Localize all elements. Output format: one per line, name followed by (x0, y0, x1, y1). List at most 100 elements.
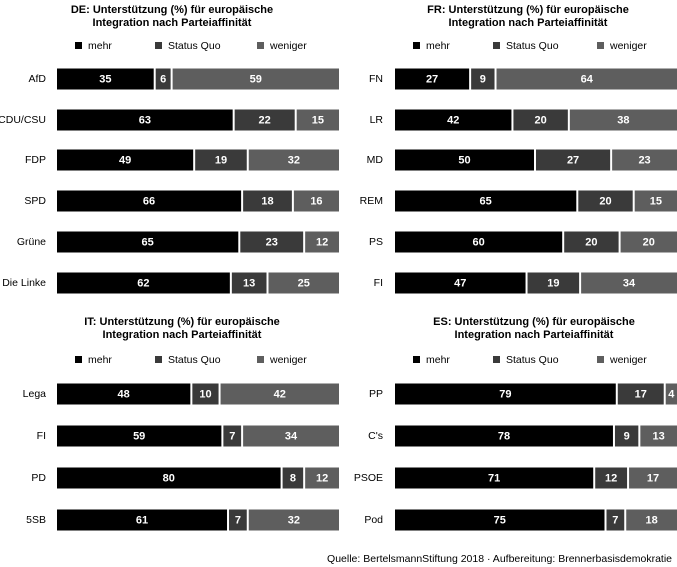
legend-swatch-mehr (75, 356, 82, 363)
bar-segment-mehr (395, 272, 526, 294)
category-label: PP (369, 388, 383, 400)
bar-segment-mehr (57, 109, 233, 131)
legend-label-mehr: mehr (426, 354, 450, 366)
legend-swatch-mehr (75, 42, 82, 49)
bar-segment-weniger (634, 190, 677, 212)
legend-swatch-status_quo (155, 42, 162, 49)
chart-title: ES: Unterstützung (%) für europäische (433, 316, 635, 328)
category-label: Grüne (17, 236, 46, 248)
data-label: 6 (160, 73, 166, 85)
legend-label-status_quo: Status Quo (168, 354, 221, 366)
bar-segment-status_quo (606, 509, 625, 531)
chart-title: Integration nach Parteiaffinität (449, 17, 608, 29)
bar-segment-weniger (640, 425, 677, 447)
bar-segment-status_quo (223, 425, 242, 447)
data-label: 42 (447, 114, 459, 126)
bar-segment-mehr (57, 272, 230, 294)
bar-segment-status_quo (282, 467, 304, 489)
chart-title: DE: Unterstützung (%) für europäische (71, 4, 273, 16)
bar-segment-weniger (629, 467, 677, 489)
data-label: 61 (136, 514, 148, 526)
data-label: 23 (266, 236, 278, 248)
bar-segment-mehr (395, 425, 613, 447)
data-label: 25 (298, 277, 310, 289)
category-label: FDP (25, 154, 46, 166)
category-label: Pod (364, 514, 383, 526)
bar-segment-status_quo (527, 272, 580, 294)
data-label: 7 (612, 514, 618, 526)
source-note: Quelle: BertelsmannStiftung 2018 · Aufbe… (327, 553, 672, 565)
chart-title: FR: Unterstützung (%) für europäische (427, 4, 629, 16)
bar-segment-mehr (57, 467, 281, 489)
category-label: FI (37, 430, 46, 442)
data-label: 80 (163, 472, 175, 484)
bar-segment-mehr (395, 68, 470, 90)
data-label: 59 (133, 430, 145, 442)
category-label: PSOE (354, 472, 383, 484)
data-label: 8 (290, 472, 296, 484)
data-label: 34 (285, 430, 298, 442)
data-label: 75 (494, 514, 506, 526)
legend-label-mehr: mehr (88, 40, 112, 52)
bar-segment-weniger (620, 231, 677, 253)
category-label: REM (360, 195, 383, 207)
chart-panel-1: FR: Unterstützung (%) für europäischeInt… (360, 4, 677, 294)
bar-segment-weniger (268, 272, 339, 294)
data-label: 18 (645, 514, 657, 526)
legend-swatch-weniger (257, 356, 264, 363)
bar-segment-weniger (243, 425, 339, 447)
data-label: 34 (623, 277, 636, 289)
legend-swatch-status_quo (493, 356, 500, 363)
category-label: Die Linke (2, 277, 46, 289)
data-label: 18 (261, 195, 273, 207)
bar-segment-status_quo (471, 68, 495, 90)
data-label: 48 (118, 388, 130, 400)
legend-label-status_quo: Status Quo (506, 40, 559, 52)
data-label: 22 (259, 114, 271, 126)
data-label: 60 (472, 236, 484, 248)
category-label: AfD (28, 73, 46, 85)
category-label: CDU/CSU (0, 114, 46, 126)
chart-panel-2: IT: Unterstützung (%) für europäischeInt… (23, 316, 339, 531)
data-label: 7 (235, 514, 241, 526)
data-label: 9 (624, 430, 630, 442)
data-label: 15 (312, 114, 324, 126)
bar-segment-weniger (248, 509, 339, 531)
bar-segment-mehr (57, 231, 239, 253)
bar-segment-mehr (395, 467, 594, 489)
chart-panel-3: ES: Unterstützung (%) für europäischeInt… (354, 316, 677, 531)
bar-segment-status_quo (195, 149, 247, 171)
bar-segment-status_quo (155, 68, 171, 90)
chart-title: Integration nach Parteiaffinität (93, 17, 252, 29)
data-label: 17 (635, 388, 647, 400)
data-label: 78 (498, 430, 510, 442)
bar-segment-mehr (395, 231, 563, 253)
data-label: 50 (458, 154, 470, 166)
legend-swatch-mehr (413, 42, 420, 49)
data-label: 65 (142, 236, 154, 248)
chart-title: Integration nach Parteiaffinität (455, 329, 614, 341)
data-label: 47 (454, 277, 466, 289)
bar-segment-status_quo (513, 109, 568, 131)
data-label: 12 (605, 472, 617, 484)
legend-swatch-weniger (597, 42, 604, 49)
data-label: 65 (480, 195, 492, 207)
data-label: 13 (243, 277, 255, 289)
legend-swatch-status_quo (155, 356, 162, 363)
data-label: 20 (535, 114, 547, 126)
data-label: 13 (653, 430, 665, 442)
data-label: 79 (499, 388, 511, 400)
bar-segment-weniger (612, 149, 677, 171)
bar-segment-mehr (395, 109, 512, 131)
legend-swatch-weniger (597, 356, 604, 363)
category-label: FI (374, 277, 383, 289)
data-label: 20 (599, 195, 611, 207)
category-label: MD (367, 154, 384, 166)
data-label: 20 (585, 236, 597, 248)
data-label: 19 (547, 277, 559, 289)
data-label: 64 (581, 73, 594, 85)
data-label: 42 (274, 388, 286, 400)
bar-segment-mehr (57, 149, 194, 171)
bar-segment-mehr (57, 383, 191, 405)
